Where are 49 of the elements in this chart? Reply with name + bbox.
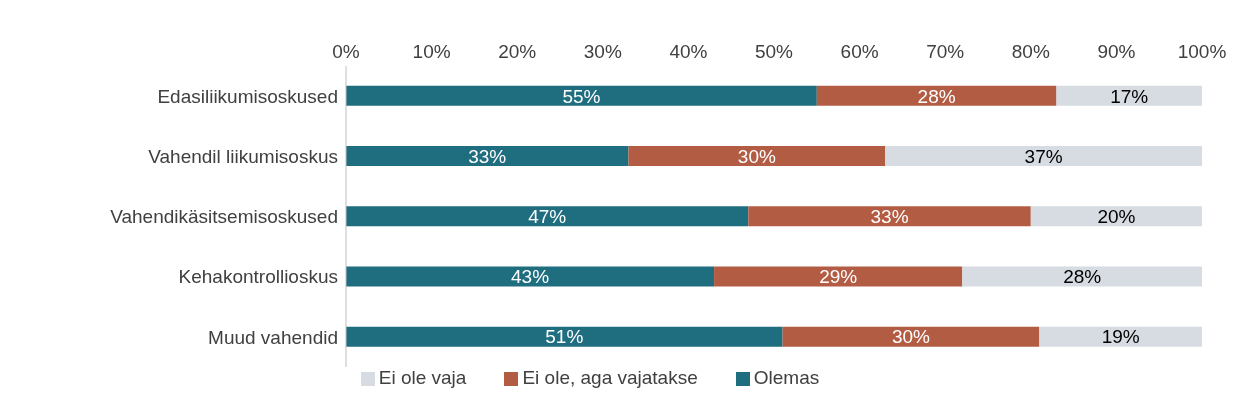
x-tick-label: 60% (840, 41, 879, 62)
bar (885, 146, 1202, 167)
bar (748, 206, 1031, 227)
legend-label: Olemas (753, 367, 820, 388)
x-tick-label: 50% (754, 41, 794, 62)
x-tick-label: 0% (332, 41, 360, 62)
bar (1039, 326, 1202, 347)
bar (346, 266, 715, 287)
legend-label: Ei ole, aga vajatakse (522, 367, 698, 388)
bar (1030, 206, 1202, 227)
bar (628, 146, 886, 167)
bar (346, 85, 817, 106)
x-tick-label: 10% (412, 41, 451, 62)
bar (782, 326, 1040, 347)
data-label: 30% (891, 326, 931, 348)
y-tick-label: Vahendikäsitsemisoskused (110, 206, 338, 228)
bar (962, 266, 1202, 287)
x-tick-label: 30% (583, 41, 622, 62)
bar (346, 206, 749, 227)
bar (346, 146, 629, 167)
x-tick-label: 70% (926, 41, 965, 62)
data-label: 29% (819, 266, 858, 288)
data-label: 28% (917, 85, 956, 107)
bar (714, 266, 963, 287)
data-label: 37% (1024, 145, 1063, 167)
x-tick-label: 20% (498, 41, 537, 62)
data-label: 43% (511, 266, 550, 288)
y-tick-label: Edasiliikumisoskused (157, 85, 338, 107)
y-tick-label: Kehakontrollioskus (178, 266, 338, 288)
legend-label: Ei ole vaja (378, 367, 467, 388)
data-label: 55% (562, 85, 601, 107)
bar (816, 85, 1057, 106)
x-tick-label: 90% (1097, 41, 1136, 62)
data-label: 33% (870, 206, 909, 228)
y-tick-label: Muud vahendid (208, 326, 338, 348)
y-tick-label: Vahendil liikumisoskus (148, 146, 338, 168)
x-tick-label: 40% (669, 41, 708, 62)
data-label: 51% (545, 326, 584, 348)
bar (1056, 85, 1202, 106)
data-label: 28% (1063, 266, 1102, 288)
bar (346, 326, 783, 347)
data-label: 47% (528, 206, 567, 228)
x-tick-label: 80% (1011, 41, 1050, 62)
data-label: 17% (1110, 85, 1149, 107)
data-label: 30% (737, 145, 776, 167)
data-label: 19% (1101, 326, 1140, 348)
data-label: 20% (1097, 206, 1136, 228)
x-tick-label: 100% (1177, 41, 1227, 62)
data-label: 33% (468, 145, 507, 167)
